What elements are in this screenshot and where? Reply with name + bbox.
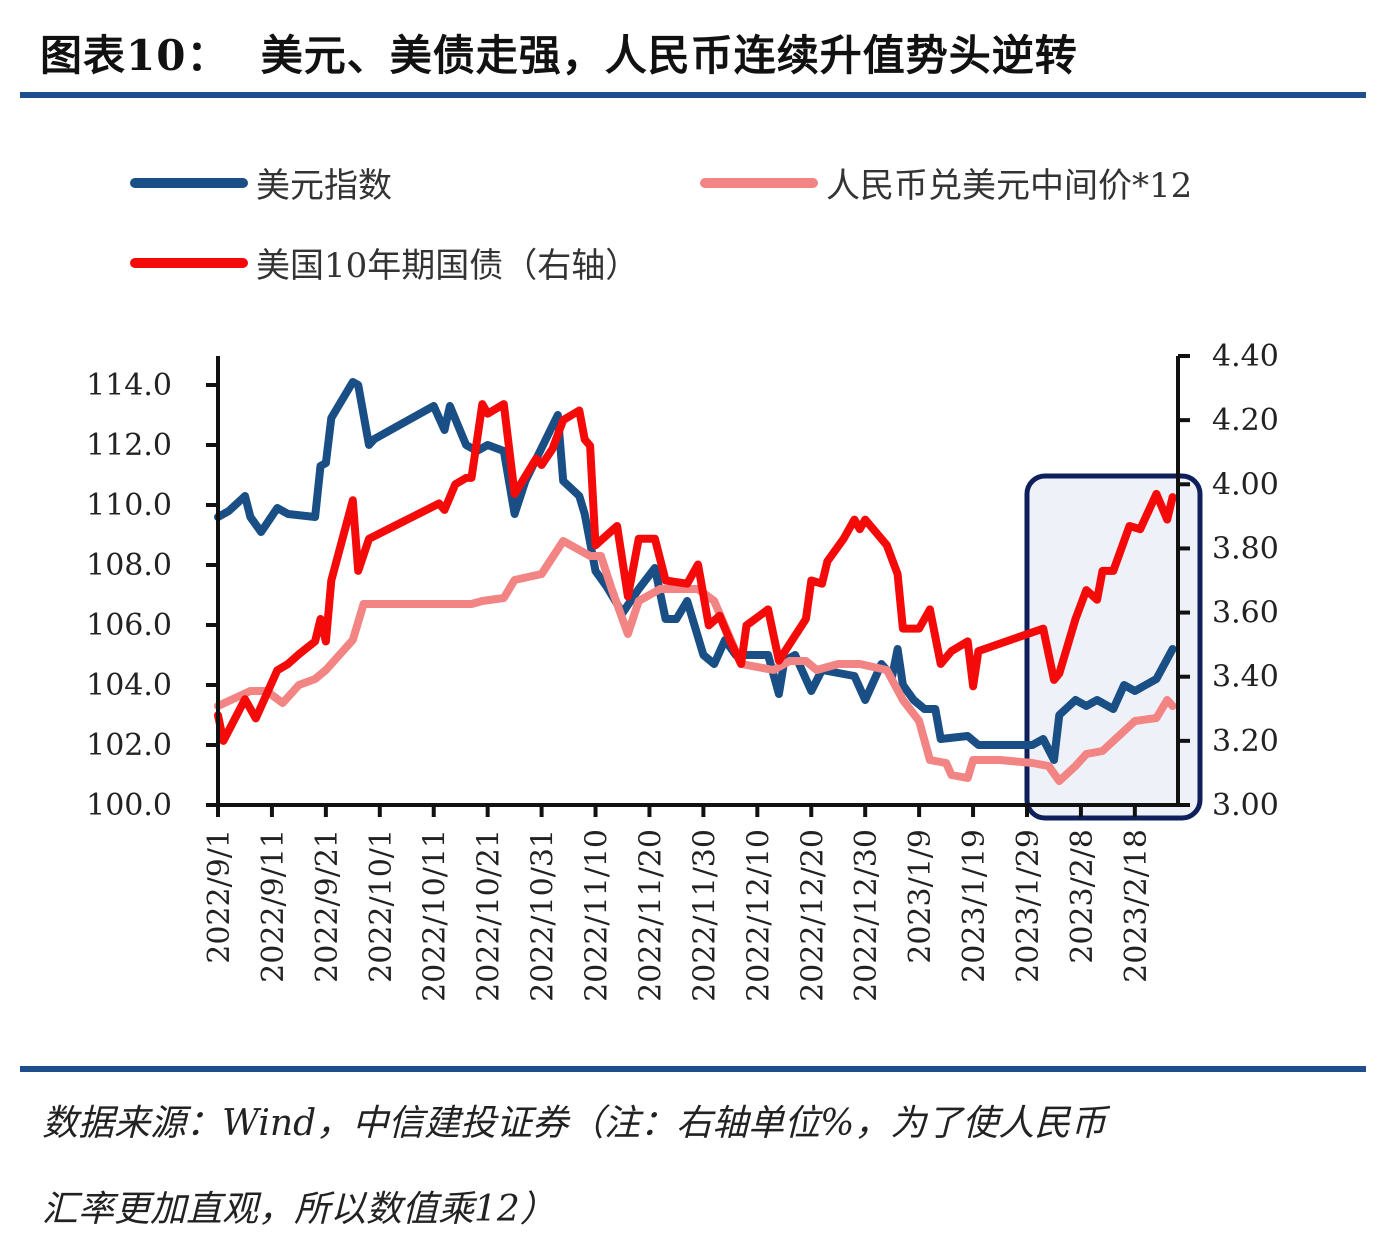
legend-label: 美元指数 (256, 166, 392, 206)
right-axis-tick-label: 4.20 (1212, 403, 1279, 438)
right-axis-tick-label: 4.40 (1212, 339, 1279, 374)
left-axis-tick-label: 104.0 (86, 668, 172, 703)
legend-item-cny: 人民币兑美元中间价*12 (700, 158, 1192, 207)
x-axis-tick-label: 2022/10/31 (526, 829, 561, 1002)
left-axis-tick-label: 110.0 (86, 488, 172, 523)
left-axis-tick-label: 114.0 (86, 368, 172, 403)
top-divider (20, 92, 1366, 98)
series-line-1 (214, 537, 1177, 785)
source-note-line-2: 汇率更加直观，所以数值乘12） (42, 1189, 556, 1230)
legend-swatch (700, 177, 818, 188)
highlight-box (1024, 473, 1203, 821)
series-line-2 (214, 400, 1177, 745)
source-note-line-1: 数据来源：Wind，中信建投证券（注：右轴单位%，为了使人民币 (42, 1103, 1107, 1144)
legend-swatch (130, 177, 248, 188)
x-axis-tick-label: 2022/9/1 (202, 829, 237, 964)
legend-label: 人民币兑美元中间价*12 (826, 166, 1193, 206)
x-axis-tick-label: 2023/1/9 (903, 829, 938, 964)
left-axis-tick-label: 108.0 (86, 548, 172, 583)
chart-title: 图表10： 美元、美债走强，人民币连续升值势头逆转 (40, 31, 1078, 80)
left-axis-tick-label: 100.0 (86, 788, 172, 823)
x-axis-tick-label: 2023/1/29 (1011, 829, 1046, 983)
left-axis-tick-label: 102.0 (86, 728, 172, 763)
x-axis-tick-label: 2022/10/21 (472, 829, 507, 1002)
x-axis-tick-label: 2022/11/10 (580, 829, 615, 1002)
right-axis-tick-label: 3.40 (1212, 660, 1279, 695)
legend-label: 美国10年期国债（右轴） (256, 246, 640, 286)
bottom-divider (20, 1066, 1366, 1072)
x-axis-tick-label: 2022/10/1 (364, 829, 399, 983)
right-axis-tick-label: 3.20 (1212, 724, 1279, 759)
x-axis-tick-label: 2023/2/8 (1065, 829, 1100, 964)
x-axis-tick-label: 2022/12/10 (741, 829, 776, 1002)
legend-item-usd-index: 美元指数 (130, 158, 392, 207)
legend-item-ust10y: 美国10年期国债（右轴） (130, 238, 639, 287)
x-axis-tick-label: 2022/9/11 (256, 829, 291, 983)
legend-swatch (130, 257, 248, 268)
right-axis-tick-label: 4.00 (1212, 467, 1279, 502)
left-axis-tick-label: 106.0 (86, 608, 172, 643)
line-chart: 100.0 102.0 104.0 106.0 108.0 110.0 112.0 114.0… (86, 339, 1279, 1002)
right-axis-tick-label: 3.00 (1212, 788, 1279, 823)
x-axis-tick-label: 2022/11/30 (687, 829, 722, 1002)
x-axis-tick-label: 2022/11/20 (633, 829, 668, 1002)
x-axis-tick-label: 2022/9/21 (310, 829, 345, 983)
right-axis-tick-label: 3.80 (1212, 531, 1279, 566)
x-axis-tick-label: 2022/12/20 (795, 829, 830, 1002)
right-axis-tick-label: 3.60 (1212, 596, 1279, 631)
x-axis-tick-label: 2023/2/18 (1119, 829, 1154, 983)
x-axis-tick-label: 2022/12/30 (849, 829, 884, 1002)
left-axis-tick-label: 112.0 (86, 428, 172, 463)
x-axis-tick-label: 2022/10/11 (418, 829, 453, 1002)
x-axis-tick-label: 2023/1/19 (957, 829, 992, 983)
series-line-0 (214, 378, 1177, 764)
